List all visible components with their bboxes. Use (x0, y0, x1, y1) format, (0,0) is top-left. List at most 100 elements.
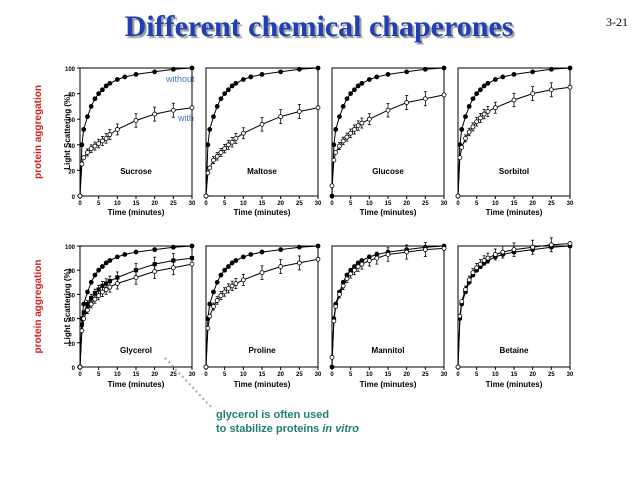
slide-number: 3-21 (606, 15, 628, 29)
data-point (211, 289, 216, 295)
glycerol-note: glycerol is often used to stabilize prot… (216, 408, 359, 436)
x-axis-label: Time (minutes) (108, 208, 165, 217)
data-point (474, 91, 480, 96)
x-tick-label: 20 (403, 201, 410, 207)
data-point (259, 249, 265, 255)
data-point (85, 150, 90, 155)
x-tick-label: 0 (204, 201, 208, 207)
data-point (214, 298, 220, 303)
data-point (92, 272, 98, 278)
data-point (278, 114, 284, 120)
data-point (229, 139, 235, 145)
data-point (225, 285, 231, 291)
data-point (211, 157, 216, 163)
data-point (385, 107, 391, 113)
x-axis-label: Time (minutes) (486, 208, 543, 217)
series-line (331, 67, 445, 197)
data-point (152, 111, 158, 117)
data-point (331, 142, 337, 148)
data-point (218, 96, 224, 102)
data-point (422, 247, 428, 253)
data-point (355, 123, 361, 128)
y-tick-label: 60 (68, 118, 75, 124)
data-point (459, 144, 465, 150)
y-tick-label: 40 (68, 144, 75, 150)
panel-frame (457, 67, 571, 197)
data-point (296, 66, 302, 72)
series-line (79, 67, 193, 197)
x-tick-label: 20 (529, 372, 536, 378)
x-tick-label: 20 (403, 372, 410, 378)
data-point (485, 80, 491, 86)
data-point (457, 313, 463, 319)
data-point (466, 277, 472, 283)
data-point (103, 135, 109, 141)
data-point (88, 279, 94, 285)
x-tick-label: 25 (170, 372, 177, 378)
data-point (340, 104, 346, 109)
x-tick-label: 10 (240, 372, 247, 378)
data-point (530, 69, 536, 75)
data-point (133, 275, 139, 280)
x-tick-label: 10 (114, 372, 121, 378)
data-point (89, 295, 94, 301)
x-axis-label: Time (minutes) (108, 380, 165, 389)
data-point (344, 96, 350, 102)
data-point (457, 155, 463, 161)
data-point (133, 118, 139, 123)
data-point (233, 258, 239, 263)
data-point (340, 138, 346, 144)
x-tick-label: 15 (511, 372, 518, 378)
data-point (225, 142, 231, 148)
data-point (296, 244, 302, 250)
x-tick-label: 30 (315, 372, 322, 378)
panel-label: Glucose (372, 167, 404, 176)
x-tick-label: 15 (259, 372, 266, 378)
data-point (229, 83, 235, 89)
x-tick-label: 30 (315, 201, 322, 207)
data-point (366, 116, 372, 122)
data-point (481, 258, 487, 263)
data-point (422, 96, 428, 102)
data-point (85, 114, 90, 120)
data-point (96, 141, 102, 146)
x-tick-label: 25 (170, 201, 177, 207)
data-point (548, 87, 554, 93)
data-point (455, 193, 461, 199)
x-tick-label: 25 (422, 372, 429, 378)
x-tick-label: 10 (114, 201, 121, 207)
data-point (240, 130, 246, 136)
data-point (355, 264, 361, 269)
data-point (348, 91, 354, 96)
x-tick-label: 30 (441, 201, 448, 207)
data-point (79, 161, 85, 167)
panel-label: Glycerol (120, 346, 152, 355)
x-tick-label: 15 (259, 201, 266, 207)
data-point (170, 107, 176, 113)
x-tick-label: 30 (189, 201, 196, 207)
data-point (511, 247, 517, 253)
data-point (259, 121, 265, 127)
data-point (351, 267, 357, 273)
data-point (152, 69, 158, 75)
data-point (481, 83, 487, 89)
data-point (337, 291, 342, 297)
data-point (114, 127, 120, 132)
data-point (315, 256, 321, 262)
data-point (463, 114, 468, 120)
panel-label: Mannitol (372, 346, 405, 355)
y-tick-label: 0 (72, 366, 76, 372)
x-tick-label: 0 (456, 201, 460, 207)
data-point (455, 364, 461, 370)
x-tick-label: 20 (277, 201, 284, 207)
data-point (233, 281, 239, 286)
data-point (441, 92, 447, 98)
data-point (348, 130, 354, 136)
note-line-1: glycerol is often used (216, 409, 330, 421)
data-point (567, 65, 573, 71)
data-point (218, 150, 224, 155)
data-point (278, 247, 284, 253)
data-point (329, 354, 335, 360)
panel-label: Sucrose (120, 167, 152, 176)
x-axis-label: Time (minutes) (234, 208, 291, 217)
